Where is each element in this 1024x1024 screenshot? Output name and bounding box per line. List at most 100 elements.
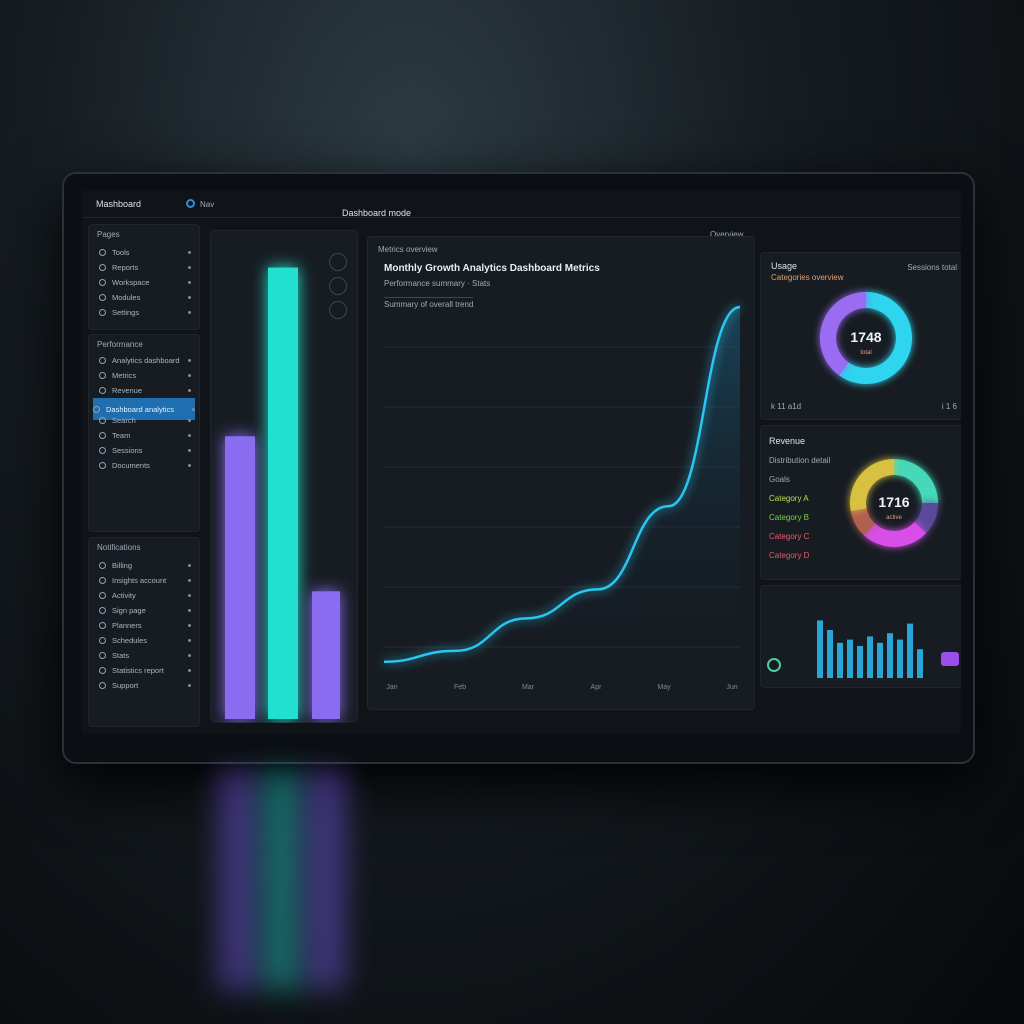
sidebar-item[interactable]: Reports <box>99 260 191 274</box>
sidebar-item-label: Activity <box>112 590 136 600</box>
more-icon[interactable] <box>188 433 191 437</box>
more-icon[interactable] <box>188 265 191 269</box>
more-icon[interactable] <box>188 358 191 362</box>
center-sub-label: active <box>886 515 902 521</box>
reflection <box>306 770 346 990</box>
app-name: Mashboard <box>96 199 142 209</box>
more-icon[interactable] <box>188 668 191 672</box>
more-icon[interactable] <box>188 683 191 687</box>
item-icon <box>99 621 106 629</box>
more-icon[interactable] <box>188 463 191 467</box>
panel-title: Revenue <box>769 436 806 446</box>
mini-bar <box>817 620 823 678</box>
legend-item: Category C <box>769 532 810 541</box>
sidebar-item[interactable]: Stats <box>99 648 191 662</box>
item-icon <box>99 681 106 689</box>
more-icon[interactable] <box>188 373 191 377</box>
section-title: Notifications <box>97 543 141 552</box>
item-icon <box>99 431 106 439</box>
more-icon[interactable] <box>188 563 191 567</box>
donut-slice <box>850 459 895 512</box>
sidebar-item[interactable]: Revenue <box>99 383 191 397</box>
mini-bar <box>867 636 873 678</box>
more-icon[interactable] <box>188 250 191 254</box>
more-icon[interactable] <box>192 407 195 411</box>
item-icon <box>99 636 106 644</box>
dashboard-screen: Mashboard Nav Dashboard mode Overview Pa… <box>82 190 961 734</box>
settings-icon[interactable] <box>329 301 347 319</box>
panel-title: Usage <box>771 261 798 271</box>
sidebar-item[interactable]: Search <box>99 413 191 427</box>
more-icon[interactable] <box>188 295 191 299</box>
item-icon <box>99 561 106 569</box>
item-icon <box>99 371 106 379</box>
more-icon[interactable] <box>188 593 191 597</box>
sidebar-item[interactable]: Statistics report <box>99 663 191 677</box>
item-icon <box>99 461 106 469</box>
more-icon[interactable] <box>188 388 191 392</box>
chart-overline: Metrics overview <box>378 245 438 254</box>
sidebar-item[interactable]: Sessions <box>99 443 191 457</box>
item-icon <box>99 293 106 301</box>
panel-right-label: Sessions total <box>907 263 957 272</box>
sidebar-item[interactable]: Workspace <box>99 275 191 289</box>
sidebar-item[interactable]: Team <box>99 428 191 442</box>
legend-item: Category A <box>769 494 809 503</box>
sidebar-item[interactable]: Modules <box>99 290 191 304</box>
sidebar-item-label: Team <box>112 430 131 440</box>
sidebar-item[interactable]: Sign page <box>99 603 191 617</box>
donut-slice <box>914 502 938 534</box>
sidebar-item[interactable]: Metrics <box>99 368 191 382</box>
nav-label[interactable]: Nav <box>200 200 215 209</box>
sidebar-item[interactable]: Documents <box>99 458 191 472</box>
sidebar-item[interactable]: Analytics dashboard <box>99 353 191 367</box>
overview-label: Overview <box>710 230 744 239</box>
donut-chart-2: 1716 active <box>850 459 938 547</box>
section-title: Performance <box>97 340 143 349</box>
chart-title: Monthly Growth Analytics Dashboard Metri… <box>384 263 600 274</box>
sidebar-item[interactable]: Dashboard analytics <box>93 398 195 420</box>
sidebar-item-label: Sign page <box>112 605 146 615</box>
item-icon <box>99 576 106 584</box>
x-tick-label: Mar <box>522 684 535 691</box>
more-icon[interactable] <box>188 280 191 284</box>
sidebar-item-label: Revenue <box>112 385 143 395</box>
mini-bar <box>877 642 883 678</box>
bar-chart-panel <box>210 230 358 722</box>
nav-icon[interactable] <box>186 199 195 208</box>
more-icon[interactable] <box>188 608 191 612</box>
center-value: 1748 <box>850 329 881 345</box>
chart-icon[interactable] <box>329 277 347 295</box>
bar <box>312 591 340 719</box>
sidebar-item[interactable]: Settings <box>99 305 191 319</box>
x-tick-label: May <box>657 684 671 691</box>
mini-bar <box>857 646 863 678</box>
mini-bar-panel <box>760 585 961 688</box>
more-icon[interactable] <box>188 448 191 452</box>
more-icon[interactable] <box>188 578 191 582</box>
sidebar-item[interactable]: Billing <box>99 558 191 572</box>
toggle-button[interactable] <box>941 652 959 666</box>
sidebar-item-label: Reports <box>112 262 139 272</box>
item-icon <box>99 591 106 599</box>
wave-icon[interactable] <box>329 253 347 271</box>
more-icon[interactable] <box>188 638 191 642</box>
more-icon[interactable] <box>188 418 191 422</box>
sidebar-item[interactable]: Tools <box>99 245 191 259</box>
sidebar-item-label: Analytics dashboard <box>112 355 180 365</box>
sidebar-item[interactable]: Planners <box>99 618 191 632</box>
mini-bar <box>917 649 923 678</box>
status-icon[interactable] <box>767 658 781 672</box>
sidebar-item-label: Documents <box>112 460 150 470</box>
sidebar-item-label: Stats <box>112 650 130 660</box>
sidebar-item-label: Statistics report <box>112 665 164 675</box>
sidebar-item[interactable]: Support <box>99 678 191 692</box>
more-icon[interactable] <box>188 310 191 314</box>
sidebar-item[interactable]: Insights account <box>99 573 191 587</box>
sidebar-item[interactable]: Activity <box>99 588 191 602</box>
chart-subtitle: Performance summary · Stats <box>384 279 491 288</box>
panel-subtitle: Categories overview <box>771 273 844 282</box>
more-icon[interactable] <box>188 623 191 627</box>
more-icon[interactable] <box>188 653 191 657</box>
sidebar-item[interactable]: Schedules <box>99 633 191 647</box>
